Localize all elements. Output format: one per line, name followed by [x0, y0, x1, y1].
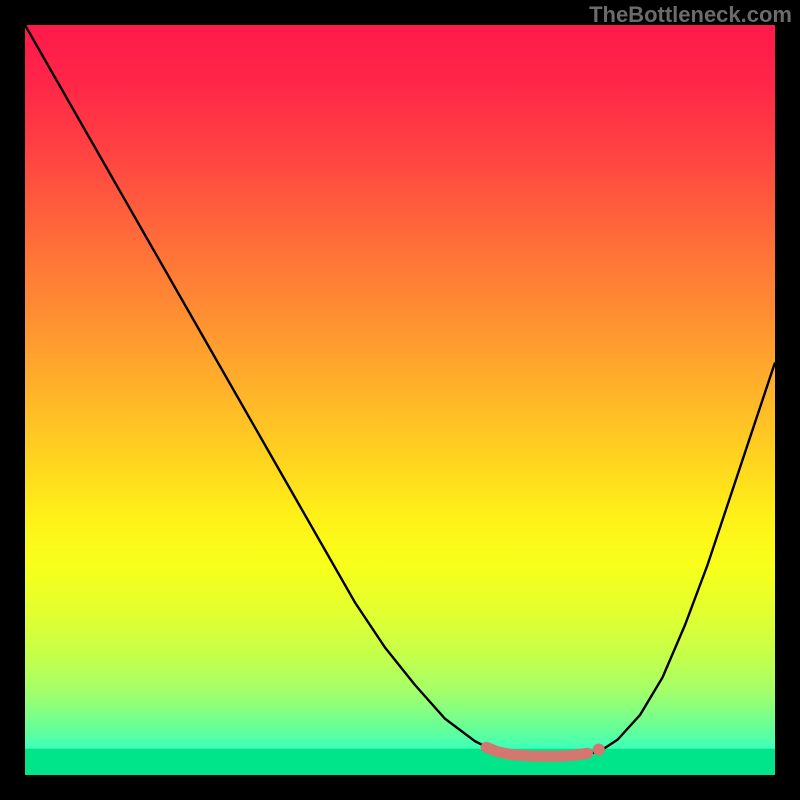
- baseline-band: [25, 749, 775, 775]
- end-marker-dot: [593, 744, 605, 756]
- gradient-rect: [25, 25, 775, 775]
- chart-root: TheBottleneck.com: [0, 0, 800, 800]
- plot-svg: [25, 25, 775, 775]
